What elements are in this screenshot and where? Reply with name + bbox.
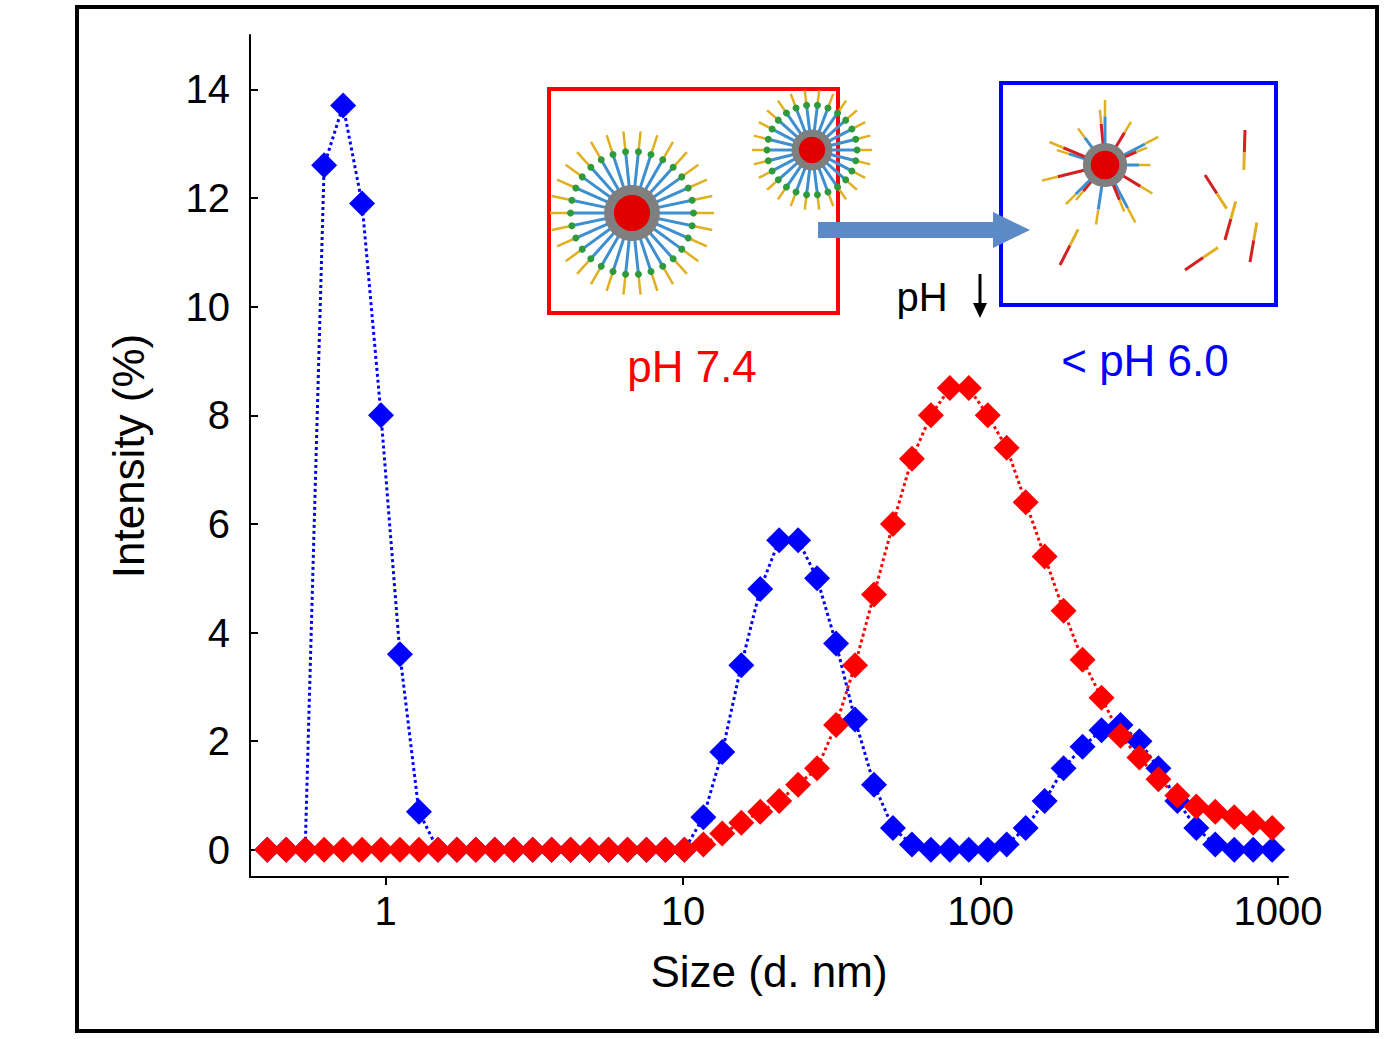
svg-text:10: 10 — [186, 285, 231, 329]
svg-text:8: 8 — [208, 393, 230, 437]
svg-text:1: 1 — [375, 889, 397, 933]
svg-text:100: 100 — [947, 889, 1014, 933]
svg-text:6: 6 — [208, 502, 230, 546]
svg-text:Size (d. nm): Size (d. nm) — [650, 947, 887, 996]
svg-text:12: 12 — [186, 176, 231, 220]
svg-text:2: 2 — [208, 719, 230, 763]
svg-text:< pH 6.0: < pH 6.0 — [1061, 336, 1229, 385]
svg-text:pH: pH — [896, 275, 947, 319]
svg-text:1000: 1000 — [1234, 889, 1323, 933]
svg-text:Intensity (%): Intensity (%) — [104, 334, 153, 579]
svg-text:4: 4 — [208, 611, 230, 655]
svg-text:0: 0 — [208, 828, 230, 872]
svg-text:10: 10 — [661, 889, 706, 933]
svg-text:14: 14 — [186, 67, 231, 111]
svg-text:pH 7.4: pH 7.4 — [627, 342, 757, 391]
